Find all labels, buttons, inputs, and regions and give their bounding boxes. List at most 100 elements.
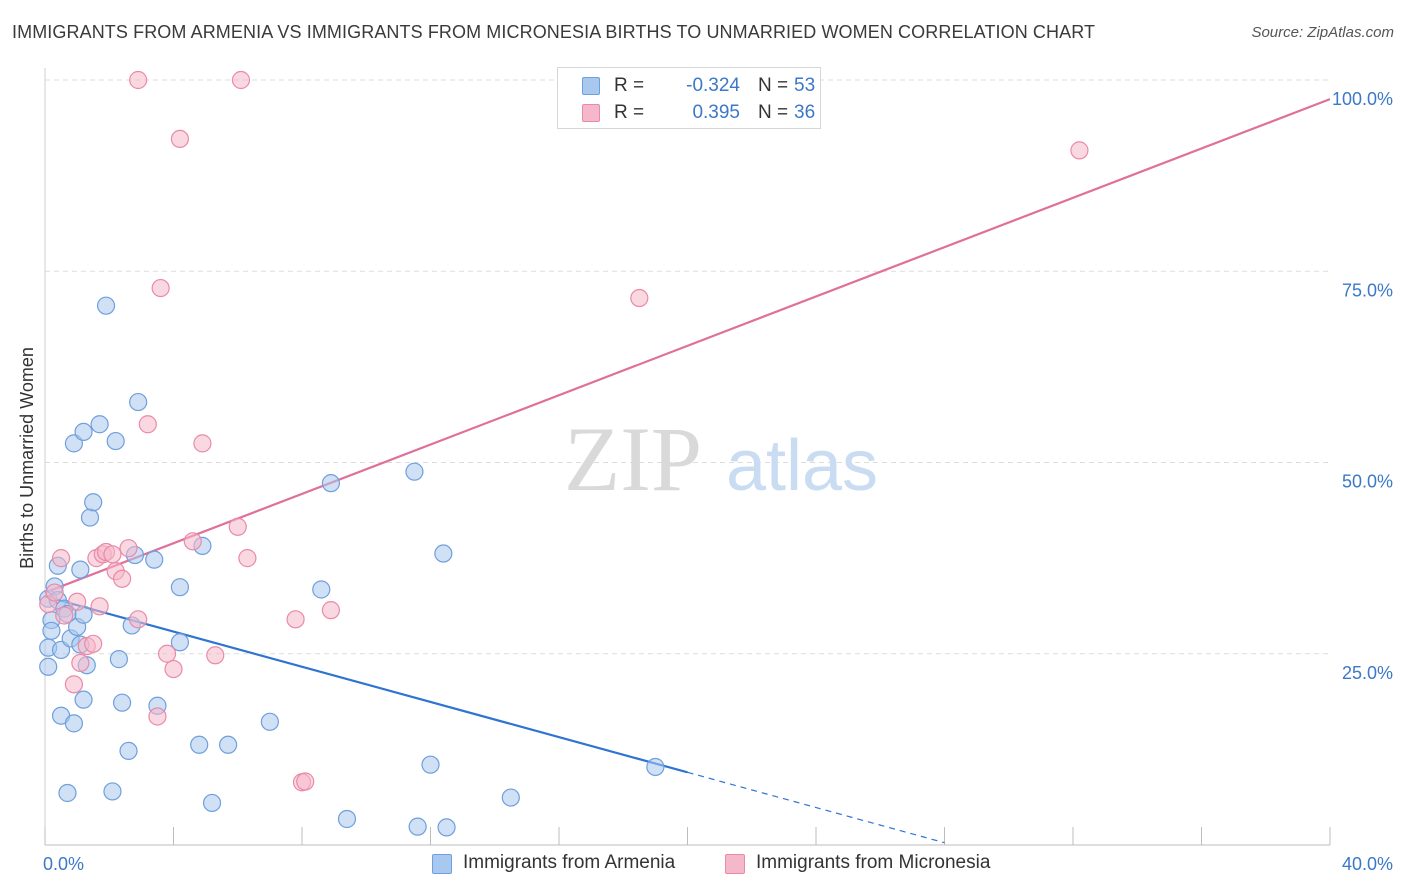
armenia-point xyxy=(106,431,125,451)
n-value: 53 xyxy=(794,75,816,96)
micronesia-point xyxy=(183,532,202,551)
y-tick-label: 75.0% xyxy=(1342,280,1393,300)
armenia-legend-swatch xyxy=(432,854,452,874)
armenia-point xyxy=(109,650,128,669)
n-value: 36 xyxy=(794,102,816,123)
armenia-point xyxy=(437,818,456,837)
armenia-point xyxy=(434,544,453,563)
armenia-point xyxy=(119,741,138,761)
micronesia-point xyxy=(51,549,71,568)
correlation-legend: R = -0.324 N = 53 R = 0.395 N = 36 xyxy=(557,67,821,129)
armenia-point xyxy=(90,415,109,434)
armenia-point xyxy=(74,422,93,441)
r-value: 0.395 xyxy=(692,102,740,123)
armenia-point xyxy=(501,788,520,807)
micronesia-point xyxy=(55,606,74,625)
micronesia-point xyxy=(157,644,177,663)
micronesia-point xyxy=(193,434,212,453)
armenia-point xyxy=(103,782,122,801)
y-tick-label: 100.0% xyxy=(1332,89,1393,109)
micronesia-point xyxy=(296,772,315,791)
micronesia-legend-swatch xyxy=(725,854,745,874)
micronesia-point xyxy=(1070,141,1089,160)
r-label: R = xyxy=(614,102,645,123)
micronesia-point xyxy=(231,70,251,90)
watermark-atlas: atlas xyxy=(726,426,878,506)
armenia-point xyxy=(190,735,209,754)
micronesia-point xyxy=(71,653,90,673)
micronesia-trend-line xyxy=(44,98,1331,594)
axes xyxy=(44,68,1331,846)
armenia-point xyxy=(405,462,424,481)
armenia-point xyxy=(42,621,61,640)
armenia-point xyxy=(145,550,164,569)
micronesia-point xyxy=(84,634,103,653)
r-label: R = xyxy=(614,75,645,96)
micronesia-point xyxy=(148,707,167,726)
armenia-swatch xyxy=(582,77,600,95)
x-tick-label-max: 40.0% xyxy=(1342,854,1393,874)
micronesia-point xyxy=(170,129,190,149)
micronesia-point xyxy=(206,646,225,665)
armenia-point xyxy=(170,633,190,652)
micronesia-point xyxy=(151,278,170,298)
micronesia-point xyxy=(45,583,64,602)
armenia-point xyxy=(408,817,427,836)
armenia-point xyxy=(646,757,665,777)
tick-labels: 25.0% 50.0% 75.0% 100.0% 0.0% 40.0% xyxy=(43,89,1393,874)
micronesia-point xyxy=(103,545,122,564)
armenia-point xyxy=(64,714,84,733)
armenia-point xyxy=(202,793,222,813)
micronesia-point xyxy=(228,517,247,536)
y-tick-label: 50.0% xyxy=(1342,472,1393,492)
grid-lines xyxy=(45,79,1330,655)
micronesia-point xyxy=(238,549,257,568)
legend-label: Immigrants from Armenia xyxy=(463,852,676,873)
data-points xyxy=(39,70,1089,837)
armenia-point xyxy=(112,693,132,712)
micronesia-point xyxy=(138,415,157,434)
armenia-trend-line xyxy=(44,595,688,774)
n-label: N = xyxy=(758,102,789,123)
armenia-point xyxy=(39,657,58,676)
micronesia-point xyxy=(164,659,183,679)
armenia-point xyxy=(219,735,238,754)
armenia-point xyxy=(321,474,341,493)
armenia-point xyxy=(337,809,357,829)
series-legend: Immigrants from Armenia Immigrants from … xyxy=(0,852,1406,878)
watermark: ZIP atlas xyxy=(564,408,878,510)
micronesia-point xyxy=(129,610,148,629)
micronesia-point xyxy=(119,539,138,558)
micronesia-point xyxy=(90,597,109,616)
trend-lines xyxy=(44,98,1331,844)
micronesia-swatch xyxy=(582,104,600,122)
micronesia-point xyxy=(112,569,132,588)
armenia-point xyxy=(58,783,77,803)
n-label: N = xyxy=(758,75,789,96)
armenia-point xyxy=(71,560,90,579)
armenia-point xyxy=(96,296,116,315)
micronesia-point xyxy=(68,592,87,611)
watermark-zip: ZIP xyxy=(564,408,702,510)
armenia-point xyxy=(74,690,93,709)
source-credit: Source: ZipAtlas.com xyxy=(1251,24,1394,41)
armenia-point xyxy=(170,578,190,597)
chart-title: IMMIGRANTS FROM ARMENIA VS IMMIGRANTS FR… xyxy=(12,22,1096,42)
micronesia-point xyxy=(321,601,341,620)
x-tick-label-min: 0.0% xyxy=(43,854,84,874)
armenia-trend-extension xyxy=(687,771,945,844)
armenia-point xyxy=(260,712,279,731)
legend-label: Immigrants from Micronesia xyxy=(756,852,991,873)
micronesia-point xyxy=(64,675,84,694)
armenia-point xyxy=(129,392,148,412)
micronesia-point xyxy=(630,288,649,308)
y-tick-label: 25.0% xyxy=(1342,663,1393,683)
micronesia-point xyxy=(129,70,148,90)
armenia-point xyxy=(84,493,103,512)
y-axis-label: Births to Unmarried Women xyxy=(17,347,37,569)
armenia-point xyxy=(312,580,331,599)
armenia-point xyxy=(421,755,440,774)
armenia-point xyxy=(80,508,100,527)
micronesia-point xyxy=(286,610,305,629)
